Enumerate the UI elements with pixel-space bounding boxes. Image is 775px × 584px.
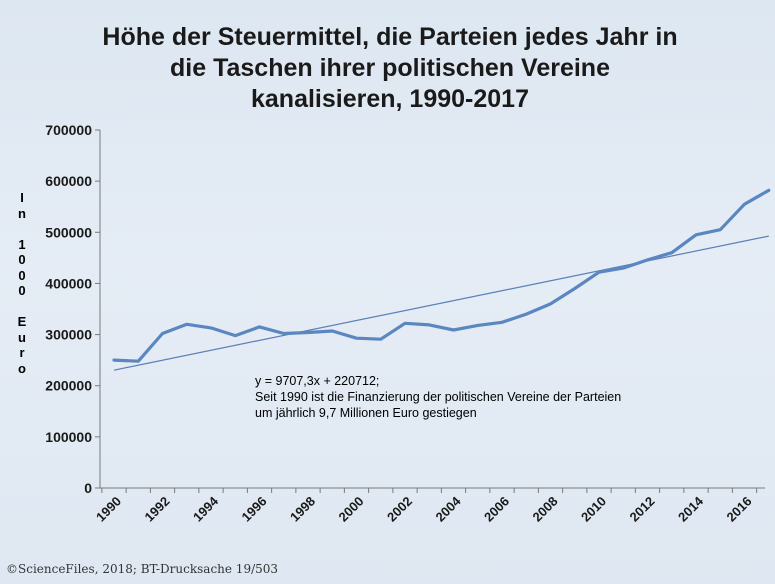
annotation-line-2: um jährlich 9,7 Millionen Euro gestiegen <box>255 406 477 420</box>
trendline-annotation: y = 9707,3x + 220712; Seit 1990 ist die … <box>255 373 621 421</box>
data-point <box>331 330 334 332</box>
y-tick-label: 200000 <box>45 378 92 394</box>
x-tick-label: 2000 <box>336 494 367 525</box>
data-point <box>355 337 358 339</box>
x-tick-label: 2002 <box>384 494 415 525</box>
y-axis-label-char: 1 <box>18 236 26 252</box>
data-point <box>428 324 431 326</box>
data-point <box>622 267 625 269</box>
data-point <box>185 323 188 326</box>
annotation-equation: y = 9707,3x + 220712; <box>255 374 380 388</box>
y-axis-label-char: 0 <box>18 267 26 283</box>
y-axis-label-char: E <box>17 314 27 329</box>
data-point <box>379 338 382 340</box>
y-axis-label-char: u <box>18 329 26 345</box>
data-point <box>598 271 600 273</box>
x-tick-label: 2008 <box>530 494 561 525</box>
chart-title-line-2: die Taschen ihrer politischen Vereine <box>170 54 610 82</box>
y-axis-label-char: 0 <box>18 252 26 267</box>
x-tick-label: 2012 <box>627 494 658 525</box>
data-point <box>476 324 479 327</box>
y-axis-label-char: n <box>18 205 26 221</box>
data-point <box>501 321 503 324</box>
chart-title-line-1: Höhe der Steuermittel, die Parteien jede… <box>102 23 678 51</box>
y-tick-label: 600000 <box>45 173 92 189</box>
chart-title-line-3: kanalisieren, 1990-2017 <box>251 85 529 113</box>
y-tick-label: 0 <box>84 480 92 496</box>
data-point <box>210 327 212 329</box>
x-tick-label: 2010 <box>578 494 609 525</box>
x-tick-label: 1990 <box>93 494 124 525</box>
x-tick-label: 2006 <box>481 494 512 525</box>
y-tick-label: 500000 <box>45 224 92 240</box>
data-point <box>670 251 673 254</box>
y-axis-label-char: 0 <box>18 283 26 298</box>
annotation-line-1: Seit 1990 ist die Finanzierung der polit… <box>255 390 622 404</box>
y-axis-label-char: r <box>19 345 25 360</box>
y-tick-label: 100000 <box>45 429 92 445</box>
y-axis-label-char: I <box>20 190 24 205</box>
y-tick-label: 700000 <box>45 122 92 138</box>
data-point <box>404 322 406 325</box>
data-point <box>743 203 746 205</box>
y-tick-label: 400000 <box>45 275 92 291</box>
y-axis-label-char: o <box>18 360 26 376</box>
data-point <box>452 329 455 331</box>
data-point <box>161 332 164 335</box>
x-tick-label: 1992 <box>142 494 173 525</box>
data-point <box>282 332 285 335</box>
x-tick-label: 2014 <box>675 493 707 525</box>
data-point <box>767 189 770 192</box>
y-tick-label: 300000 <box>45 327 92 343</box>
data-point <box>307 331 309 334</box>
x-tick-label: 2016 <box>724 494 755 525</box>
series-line <box>112 188 771 363</box>
data-point <box>113 359 115 361</box>
x-tick-label: 1994 <box>190 493 222 525</box>
trendline <box>113 235 769 371</box>
data-point <box>549 303 552 305</box>
data-point <box>525 313 528 315</box>
chart-title: Höhe der Steuermittel, die Parteien jede… <box>40 22 740 115</box>
data-point <box>258 326 261 328</box>
data-point <box>573 287 576 290</box>
x-tick-label: 1998 <box>287 494 318 525</box>
x-tick-label: 1996 <box>239 494 270 525</box>
data-point <box>137 360 140 362</box>
data-point <box>719 228 722 231</box>
data-point <box>695 234 697 236</box>
data-point <box>234 334 237 337</box>
source-note: ©ScienceFiles, 2018; BT-Drucksache 19/50… <box>6 562 279 576</box>
x-tick-label: 2004 <box>433 493 465 525</box>
data-point <box>646 259 649 261</box>
